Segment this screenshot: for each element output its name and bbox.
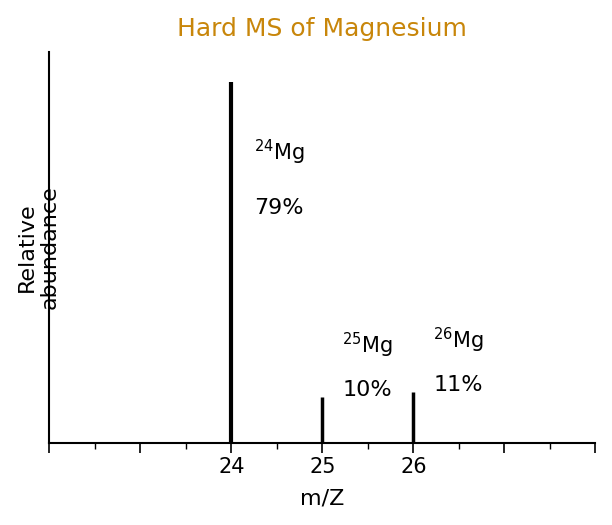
Text: 11%: 11% xyxy=(433,375,483,395)
X-axis label: m/Z: m/Z xyxy=(300,488,345,508)
Text: 10%: 10% xyxy=(342,380,392,400)
Text: $^{24}$Mg: $^{24}$Mg xyxy=(254,138,305,167)
Text: $^{25}$Mg: $^{25}$Mg xyxy=(342,330,393,360)
Text: 79%: 79% xyxy=(254,198,304,218)
Title: Hard MS of Magnesium: Hard MS of Magnesium xyxy=(177,17,468,40)
Y-axis label: Relative
abundance: Relative abundance xyxy=(17,186,60,309)
Text: $^{26}$Mg: $^{26}$Mg xyxy=(433,326,484,355)
